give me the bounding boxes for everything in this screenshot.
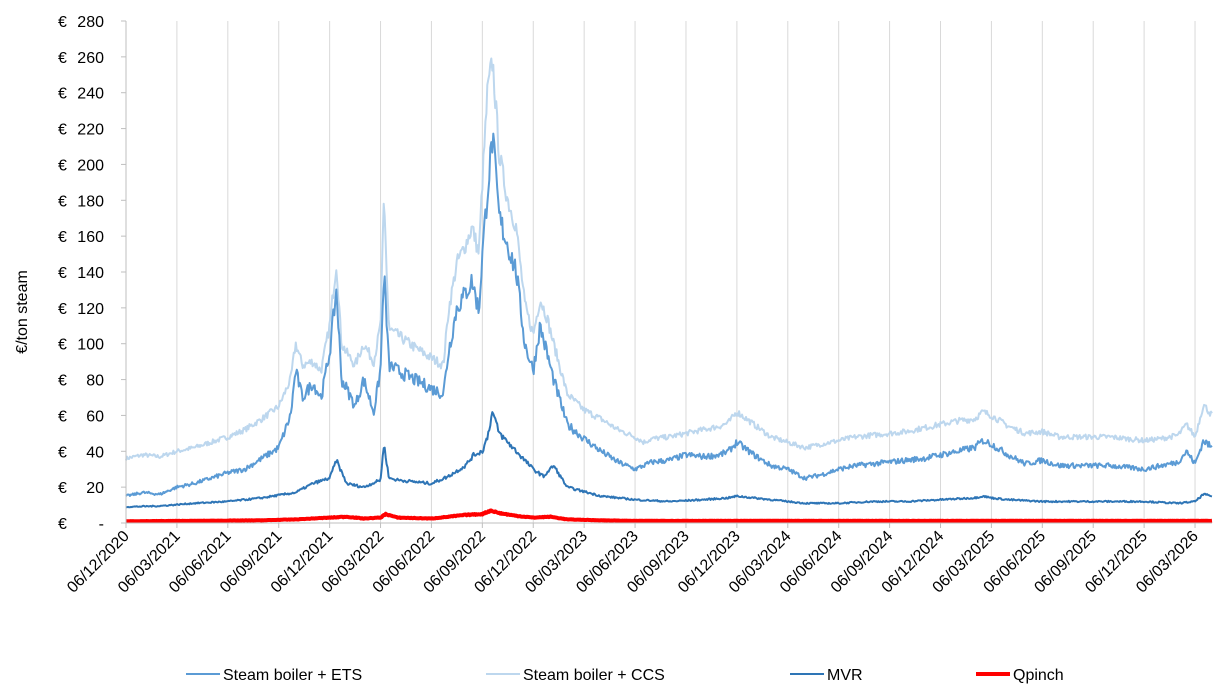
- series-line-steam-boiler-ccs: [125, 57, 1213, 461]
- y-tick-currency: €: [58, 50, 67, 67]
- x-axis-ticks: 06/12/202006/03/202106/06/202106/09/2021…: [64, 523, 1202, 596]
- y-tick-currency: €: [58, 193, 67, 210]
- y-tick-value: 40: [86, 444, 104, 461]
- y-tick-value: 140: [77, 265, 104, 282]
- y-tick-currency: €: [58, 337, 67, 354]
- y-tick-label: €280: [58, 14, 104, 31]
- y-tick-label: €180: [58, 193, 104, 210]
- y-tick-label: €60: [58, 408, 104, 425]
- series-line-qpinch: [125, 508, 1213, 524]
- legend-item-steam-boiler-ets: Steam boiler + ETS: [186, 667, 362, 684]
- legend-item-steam-boiler-ccs: Steam boiler + CCS: [486, 667, 665, 684]
- vertical-gridlines: [176, 21, 1196, 523]
- y-tick-label: €140: [58, 265, 104, 282]
- y-tick-value: 60: [86, 408, 104, 425]
- series-lines: [125, 57, 1213, 524]
- y-tick-value: 180: [77, 193, 104, 210]
- legend-label: Steam boiler + ETS: [223, 667, 362, 684]
- y-tick-currency: €: [58, 86, 67, 103]
- y-tick-label: €40: [58, 444, 104, 461]
- y-axis-title: €/ton steam: [14, 270, 31, 354]
- legend-item-mvr: MVR: [790, 667, 863, 684]
- y-tick-value: -: [99, 516, 104, 533]
- y-tick-value: 200: [77, 157, 104, 174]
- y-tick-value: 160: [77, 229, 104, 246]
- y-tick-label: €120: [58, 301, 104, 318]
- y-tick-label: €160: [58, 229, 104, 246]
- y-tick-currency: €: [58, 122, 67, 139]
- y-tick-label: €220: [58, 122, 104, 139]
- y-tick-label: €20: [58, 480, 104, 497]
- y-tick-currency: €: [58, 229, 67, 246]
- y-tick-currency: €: [58, 14, 67, 31]
- y-tick-label: €240: [58, 86, 104, 103]
- y-tick-value: 80: [86, 373, 104, 390]
- y-axis-ticks: € -€ 20€ 40€ 60€ 80€ 100€ 120€ 140€ 160€ 180€ 200€ 2…: [58, 14, 126, 533]
- legend-label: Steam boiler + CCS: [523, 667, 665, 684]
- y-tick-currency: €: [58, 265, 67, 282]
- y-tick-value: 260: [77, 50, 104, 67]
- legend-label: MVR: [827, 667, 863, 684]
- legend: Steam boiler + ETS Steam boiler + CCS MVR Q…: [186, 667, 1064, 684]
- series-line-mvr: [125, 411, 1213, 509]
- legend-item-qpinch: Qpinch: [976, 667, 1064, 684]
- y-tick-currency: €: [58, 157, 67, 174]
- y-tick-currency: €: [58, 408, 67, 425]
- y-tick-value: 100: [77, 337, 104, 354]
- y-tick-value: 280: [77, 14, 104, 31]
- y-tick-value: 120: [77, 301, 104, 318]
- y-tick-currency: €: [58, 444, 67, 461]
- y-tick-label: €260: [58, 50, 104, 67]
- y-tick-currency: €: [58, 373, 67, 390]
- y-tick-label: €200: [58, 157, 104, 174]
- y-tick-label: € -: [58, 516, 104, 533]
- y-tick-currency: €: [58, 480, 67, 497]
- legend-label: Qpinch: [1013, 667, 1064, 684]
- y-tick-label: €100: [58, 337, 104, 354]
- y-tick-value: 220: [77, 122, 104, 139]
- series-line-steam-boiler-ets: [125, 132, 1213, 497]
- y-tick-value: 240: [77, 86, 104, 103]
- y-tick-value: 20: [86, 480, 104, 497]
- y-tick-label: €80: [58, 373, 104, 390]
- y-tick-currency: €: [58, 301, 67, 318]
- y-tick-currency: €: [58, 516, 67, 533]
